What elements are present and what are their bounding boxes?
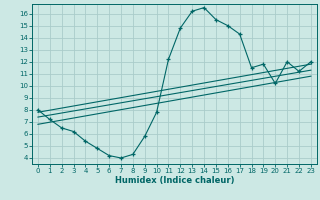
- X-axis label: Humidex (Indice chaleur): Humidex (Indice chaleur): [115, 176, 234, 185]
